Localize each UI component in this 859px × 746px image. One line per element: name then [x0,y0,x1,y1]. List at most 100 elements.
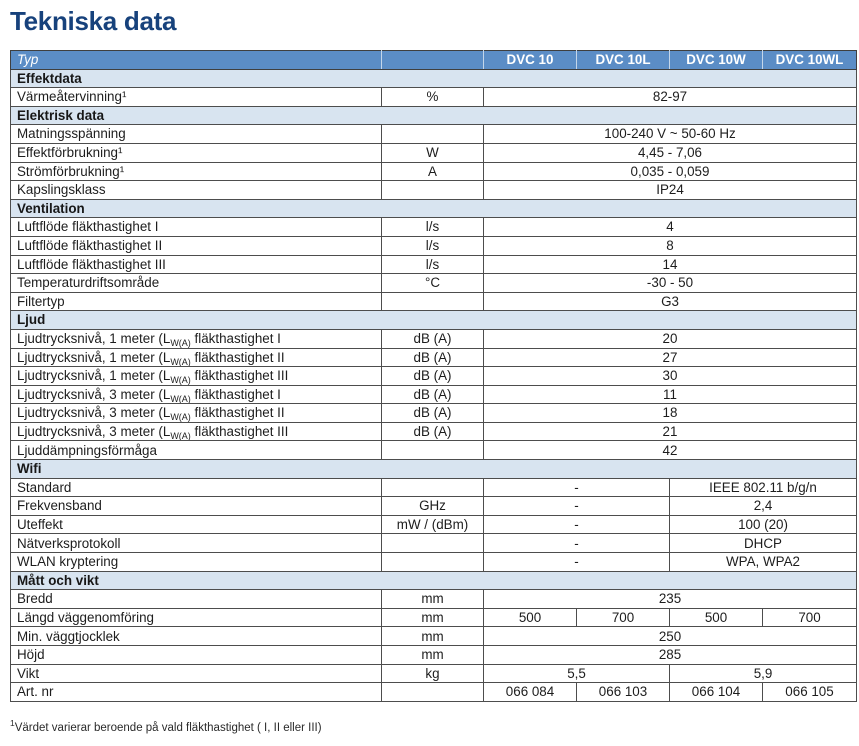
spec-row: Kapslingsklass IP24 [10,180,857,200]
row-unit: dB (A) [381,347,484,368]
row-value: 100 (20) [669,514,857,535]
row-unit [381,440,484,461]
row-label: Luftflöde fläkthastighet II [10,235,382,256]
row-value: 066 105 [762,682,857,702]
row-unit [381,682,484,702]
row-value: 20 [483,328,857,349]
row-label: Bredd [10,589,382,609]
row-value: -30 - 50 [483,273,857,293]
row-value: - [483,477,670,498]
row-label-pre: Ljudtrycksnivå, 1 meter (L [17,368,171,384]
row-label: Ljudtrycksnivå, 1 meter (LW(A) fläkthast… [10,328,382,349]
spec-row: Värmeåtervinning¹% 82-97 [10,87,857,107]
section-label: Ljud [10,310,857,330]
row-value: 066 103 [576,682,670,702]
spec-row: Ljudtrycksnivå, 3 meter (LW(A) fläkthast… [10,403,857,423]
row-label: Luftflöde fläkthastighet III [10,254,382,275]
section-label: Elektrisk data [10,105,857,126]
row-unit: W [381,142,484,163]
row-label-subscript: W(A) [170,412,191,423]
row-value: 18 [483,403,857,423]
row-value: DHCP [669,533,857,554]
page-title: Tekniska data [10,6,177,36]
row-label: Höjd [10,645,382,665]
table-header-row: Typ DVC 10 DVC 10L DVC 10W DVC 10WL [10,50,857,70]
row-label: Frekvensband [10,496,382,516]
row-unit: dB (A) [381,421,484,442]
row-value: 235 [483,589,857,609]
row-value: - [483,514,670,535]
row-label: Art. nr [10,682,382,702]
row-value: 100-240 V ~ 50-60 Hz [483,124,857,144]
spec-row: Ljudtrycksnivå, 1 meter (LW(A) fläkthast… [10,347,857,368]
row-value: 4,45 - 7,06 [483,142,857,163]
spec-row: Ljudtrycksnivå, 1 meter (LW(A) fläkthast… [10,328,857,349]
row-label-subscript: W(A) [170,356,191,367]
row-value: IEEE 802.11 b/g/n [669,477,857,498]
spec-table-body: Effektdata Värmeåtervinning¹% 82-97 Elektri… [10,68,857,702]
row-label-post: fläkthastighet III [190,423,289,439]
row-value: WPA, WPA2 [669,552,857,572]
row-unit: l/s [381,254,484,275]
row-label-pre: Ljudtrycksnivå, 1 meter (L [17,331,171,346]
section-row: Wifi [10,459,857,479]
section-label: Effektdata [10,68,857,89]
footnote-superscript: 1 [10,717,15,728]
row-label-subscript: W(A) [170,430,191,441]
row-value: 500 [669,607,763,628]
row-unit: mm [381,645,484,665]
row-label: Filtertyp [10,291,382,312]
row-unit: dB (A) [381,403,484,423]
row-unit [381,552,484,572]
row-label: Ljudtrycksnivå, 3 meter (LW(A) fläkthast… [10,384,382,405]
row-label: Matningsspänning [10,124,382,144]
column-header-dvc10w: DVC 10W [669,50,763,70]
row-label: Längd väggenomföring [10,607,382,628]
row-label-pre: Ljudtrycksnivå, 3 meter (L [17,386,171,402]
spec-row: Luftflöde fläkthastighet III l/s 14 [10,254,857,275]
row-value: 500 [483,607,577,628]
section-row: Ventilation [10,198,857,219]
spec-row: Uteffekt mW / (dBm) -100 (20) [10,514,857,535]
row-value: IP24 [483,180,857,200]
row-label: WLAN kryptering [10,552,382,572]
row-unit: % [381,87,484,107]
spec-row: Frekvensband GHz -2,4 [10,496,857,516]
row-unit: mm [381,607,484,628]
row-unit: mm [381,589,484,609]
row-value: 42 [483,440,857,461]
spec-row: Luftflöde fläkthastighet II l/s 8 [10,235,857,256]
row-value: 14 [483,254,857,275]
spec-row: Nätverksprotokoll - DHCP [10,533,857,554]
spec-row: Art. nr 066 084 066 103 066 104 066 105 [10,682,857,702]
row-value: 5,5 [483,663,670,684]
section-row: Elektrisk data [10,105,857,126]
row-value: G3 [483,291,857,312]
row-unit: A [381,161,484,182]
row-unit: dB (A) [381,366,484,386]
row-label: Strömförbrukning¹ [10,161,382,182]
footnote-text: Värdet varierar beroende på vald fläktha… [14,721,322,734]
spec-row: Vikt kg 5,5 5,9 [10,663,857,684]
column-header-unit [381,50,484,70]
row-label: Luftflöde fläkthastighet I [10,217,382,237]
spec-row: Bredd mm 235 [10,589,857,609]
row-unit [381,124,484,144]
row-unit [381,180,484,200]
row-label: Uteffekt [10,514,382,535]
spec-row: WLAN kryptering - WPA, WPA2 [10,552,857,572]
row-label: Effektförbrukning¹ [10,142,382,163]
row-label-post: fläkthastighet I [190,386,281,402]
row-value: 066 084 [483,682,577,702]
spec-row: Strömförbrukning¹ A 0,035 - 0,059 [10,161,857,182]
spec-row: Ljudtrycksnivå, 1 meter (LW(A) fläkthast… [10,366,857,386]
row-unit: °C [381,273,484,293]
section-row: Mått och vikt [10,570,857,591]
spec-row: Filtertyp G3 [10,291,857,312]
spec-row: Längd väggenomföring mm 500 700 500 700 [10,607,857,628]
row-unit [381,477,484,498]
row-value: 82-97 [483,87,857,107]
row-unit: GHz [381,496,484,516]
spec-row: Temperaturdriftsområde °C -30 - 50 [10,273,857,293]
